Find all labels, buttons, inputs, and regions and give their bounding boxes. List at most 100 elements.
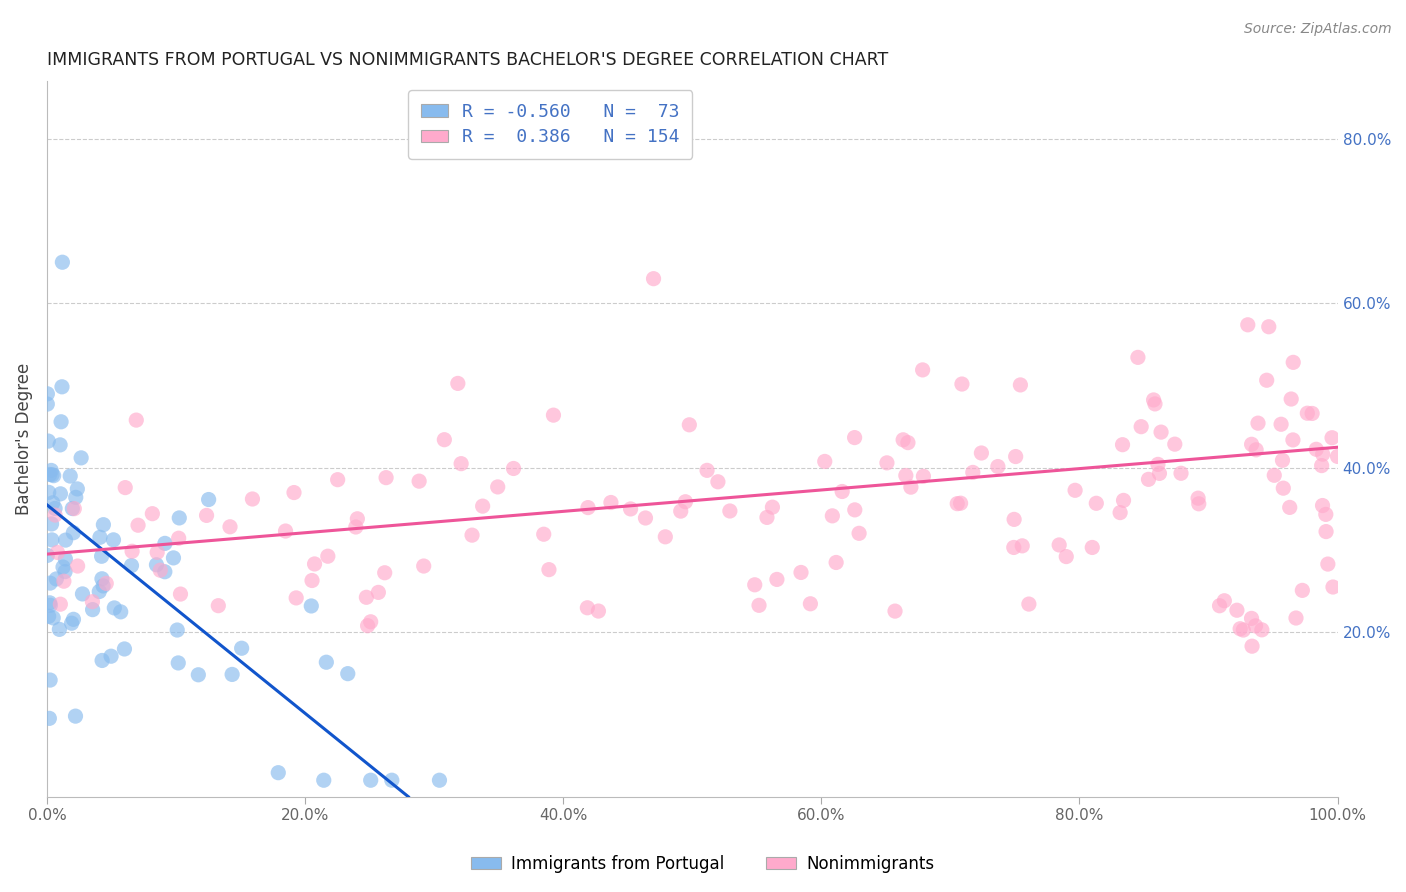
Point xyxy=(49,438,72,452)
Point xyxy=(1143,397,1166,411)
Point xyxy=(44,508,66,522)
Point xyxy=(1236,318,1258,332)
Point xyxy=(1279,392,1302,406)
Point xyxy=(221,667,243,681)
Point xyxy=(49,487,72,501)
Point xyxy=(1142,392,1164,407)
Point xyxy=(1320,431,1343,445)
Point xyxy=(169,587,191,601)
Point xyxy=(375,470,398,484)
Point xyxy=(91,653,114,667)
Point xyxy=(1316,557,1339,571)
Point xyxy=(55,533,77,547)
Point xyxy=(1256,373,1278,387)
Y-axis label: Bachelor's Degree: Bachelor's Degree xyxy=(15,363,32,516)
Point xyxy=(219,520,242,534)
Point xyxy=(718,504,741,518)
Point xyxy=(149,563,172,577)
Point xyxy=(374,566,396,580)
Point xyxy=(231,641,253,656)
Point xyxy=(1315,524,1337,539)
Point xyxy=(911,363,934,377)
Point xyxy=(53,552,76,566)
Point xyxy=(1263,468,1285,483)
Point xyxy=(1244,442,1267,457)
Point xyxy=(1137,472,1160,486)
Point xyxy=(502,461,524,475)
Point xyxy=(748,599,770,613)
Point xyxy=(1278,500,1301,515)
Point xyxy=(1018,597,1040,611)
Point xyxy=(145,558,167,572)
Point xyxy=(619,502,641,516)
Point xyxy=(950,377,973,392)
Point xyxy=(301,574,323,588)
Point xyxy=(207,599,229,613)
Point xyxy=(1002,541,1025,555)
Point xyxy=(755,510,778,524)
Point xyxy=(315,655,337,669)
Point xyxy=(970,446,993,460)
Point xyxy=(267,765,290,780)
Point xyxy=(42,496,65,510)
Point xyxy=(60,616,83,631)
Point xyxy=(876,456,898,470)
Point xyxy=(344,520,367,534)
Point xyxy=(127,518,149,533)
Point xyxy=(62,612,84,626)
Point xyxy=(103,601,125,615)
Point xyxy=(38,485,60,500)
Point xyxy=(1064,483,1087,498)
Point xyxy=(66,482,89,496)
Point xyxy=(844,431,866,445)
Point xyxy=(169,511,191,525)
Point xyxy=(52,560,75,574)
Point xyxy=(336,666,359,681)
Point xyxy=(1271,453,1294,467)
Point xyxy=(1213,593,1236,607)
Point xyxy=(634,511,657,525)
Point xyxy=(1270,417,1292,432)
Point xyxy=(38,609,60,624)
Point xyxy=(1081,541,1104,555)
Point xyxy=(949,496,972,510)
Point xyxy=(37,434,59,448)
Point xyxy=(412,559,434,574)
Point xyxy=(1011,539,1033,553)
Point xyxy=(316,549,339,564)
Point xyxy=(1002,512,1025,526)
Point xyxy=(39,463,62,477)
Point xyxy=(654,530,676,544)
Point xyxy=(1112,493,1135,508)
Point xyxy=(1188,497,1211,511)
Point xyxy=(799,597,821,611)
Point xyxy=(42,468,65,483)
Point xyxy=(1229,622,1251,636)
Point xyxy=(285,591,308,605)
Point xyxy=(987,459,1010,474)
Point xyxy=(696,463,718,477)
Point xyxy=(82,595,104,609)
Point xyxy=(643,271,665,285)
Point xyxy=(299,599,322,613)
Point xyxy=(814,454,837,468)
Point xyxy=(1247,416,1270,430)
Point xyxy=(356,591,378,605)
Point xyxy=(1241,639,1264,653)
Point xyxy=(121,558,143,573)
Point xyxy=(669,504,692,518)
Point xyxy=(197,492,219,507)
Point xyxy=(891,433,914,447)
Point xyxy=(39,673,62,687)
Point xyxy=(1282,433,1305,447)
Point xyxy=(304,557,326,571)
Text: IMMIGRANTS FROM PORTUGAL VS NONIMMIGRANTS BACHELOR'S DEGREE CORRELATION CHART: IMMIGRANTS FROM PORTUGAL VS NONIMMIGRANT… xyxy=(46,51,889,69)
Point xyxy=(41,467,63,482)
Point xyxy=(1047,538,1070,552)
Point xyxy=(38,467,60,482)
Point xyxy=(1282,355,1305,369)
Point xyxy=(100,649,122,664)
Point xyxy=(326,473,349,487)
Point xyxy=(114,642,136,657)
Point xyxy=(576,600,599,615)
